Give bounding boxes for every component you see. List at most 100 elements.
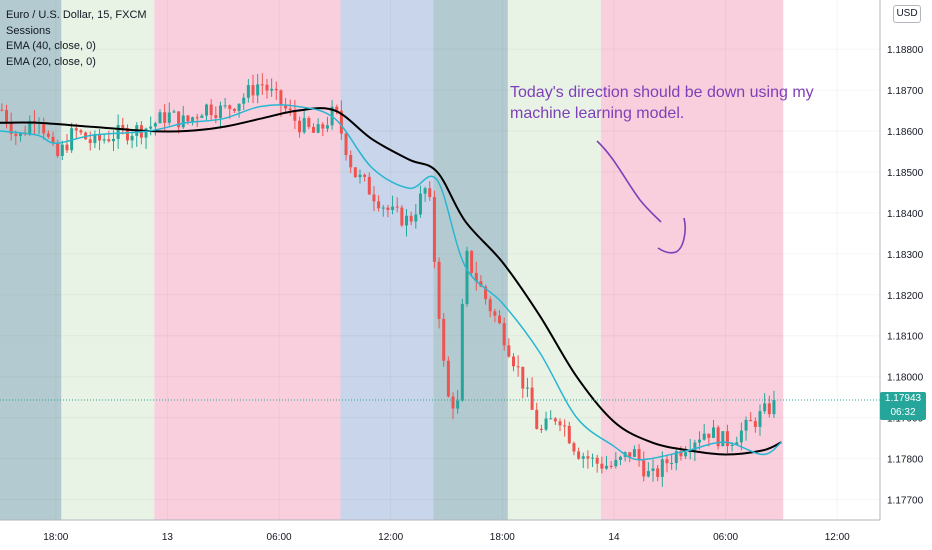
candle-body	[521, 366, 525, 389]
price-tick-label: 1.18300	[887, 250, 924, 261]
time-tick-label: 18:00	[490, 532, 515, 543]
candle-body	[191, 117, 195, 122]
candle-body	[488, 299, 492, 312]
candle-body	[437, 261, 441, 319]
time-tick-label: 12:00	[378, 532, 403, 543]
candle-body	[586, 456, 590, 459]
candle-body	[414, 214, 418, 222]
candle-body	[446, 360, 450, 397]
candle-body	[172, 111, 176, 113]
candle-body	[702, 433, 706, 440]
candle-body	[344, 133, 348, 156]
candle-body	[88, 139, 92, 144]
candle-body	[42, 122, 46, 134]
candle-body	[377, 201, 381, 209]
candle-body	[516, 366, 520, 368]
candle-body	[288, 108, 292, 111]
sessions-indicator-label[interactable]: Sessions	[6, 24, 51, 37]
candle-body	[363, 174, 367, 177]
candle-body	[428, 188, 432, 198]
candle-body	[74, 128, 78, 131]
candle-body	[18, 133, 22, 136]
ema20-indicator-label[interactable]: EMA (20, close, 0)	[6, 55, 96, 68]
candle-body	[144, 128, 148, 138]
candle-body	[502, 323, 506, 346]
candle-body	[28, 120, 32, 135]
candle-body	[311, 126, 315, 133]
price-tick-label: 1.18200	[887, 291, 924, 302]
candle-body	[121, 125, 125, 129]
candle-body	[525, 387, 529, 389]
candle-body	[567, 425, 571, 444]
candle-body	[321, 124, 325, 129]
text-annotation[interactable]: Today's direction should be down using m…	[510, 84, 814, 122]
candle-body	[223, 105, 227, 107]
time-axis[interactable]: 18:00 13 06:00 12:00 18:00 14 06:00 12:00	[0, 519, 932, 550]
candle-body	[735, 442, 739, 445]
candle-body	[442, 318, 446, 361]
candle-body	[674, 451, 678, 464]
candle-body	[237, 103, 241, 111]
price-tick-label: 1.18400	[887, 209, 924, 220]
candle-body	[293, 110, 297, 121]
candle-body	[251, 85, 255, 96]
session-band-0	[0, 0, 62, 520]
candle-body	[353, 167, 357, 178]
candle-body	[107, 139, 111, 142]
candle-body	[600, 463, 604, 469]
candle-body	[772, 400, 776, 415]
candle-body	[693, 442, 697, 451]
candle-body	[595, 457, 599, 464]
candle-body	[98, 134, 102, 141]
currency-button[interactable]: USD	[893, 5, 921, 23]
candle-body	[367, 176, 371, 195]
candle-body	[307, 118, 311, 127]
candle-body	[228, 105, 232, 109]
candle-body	[665, 459, 669, 464]
price-tick-label: 1.17800	[887, 455, 924, 466]
candle-body	[232, 108, 236, 111]
ema40-line	[0, 107, 782, 456]
ema20-line	[0, 104, 782, 461]
candle-body	[642, 460, 646, 477]
time-tick-label: 14	[608, 532, 620, 543]
candle-body	[116, 125, 120, 139]
candle-body	[432, 197, 436, 262]
candle-body	[753, 421, 757, 427]
candle-body	[474, 272, 478, 282]
candle-body	[205, 104, 209, 116]
candle-body	[651, 468, 655, 472]
candle-body	[507, 345, 511, 357]
candle-body	[409, 215, 413, 222]
candle-body	[56, 143, 60, 156]
candle-body	[637, 449, 641, 461]
candle-body	[539, 428, 543, 430]
candle-body	[242, 97, 246, 104]
candle-body	[553, 418, 557, 422]
ema40-indicator-label[interactable]: EMA (40, close, 0)	[6, 40, 96, 52]
candle-body	[79, 130, 83, 133]
candlestick-series[interactable]	[0, 73, 776, 487]
session-band-5	[507, 0, 601, 520]
arrow-drawing[interactable]	[596, 140, 686, 254]
candle-body	[479, 281, 483, 287]
candle-body	[684, 452, 688, 457]
candle-body	[298, 120, 302, 133]
candle-body	[609, 465, 613, 467]
candle-body	[563, 425, 567, 427]
time-tick-label: 12:00	[825, 532, 850, 543]
session-backgrounds	[0, 0, 784, 520]
candle-body	[591, 457, 595, 459]
candle-body	[395, 206, 399, 208]
candle-body	[349, 155, 353, 168]
symbol-title[interactable]: Euro / U.S. Dollar, 15, FXCM	[6, 9, 147, 21]
candle-body	[46, 133, 50, 137]
candle-body	[335, 106, 339, 111]
candle-body	[125, 128, 129, 141]
candle-body	[558, 421, 562, 426]
price-axis[interactable]: 1.18800 1.18700 1.18600 1.18500 1.18400 1.183…	[879, 0, 932, 520]
candle-body	[372, 194, 376, 202]
time-tick-label: 06:00	[713, 532, 738, 543]
candle-body	[679, 451, 683, 457]
